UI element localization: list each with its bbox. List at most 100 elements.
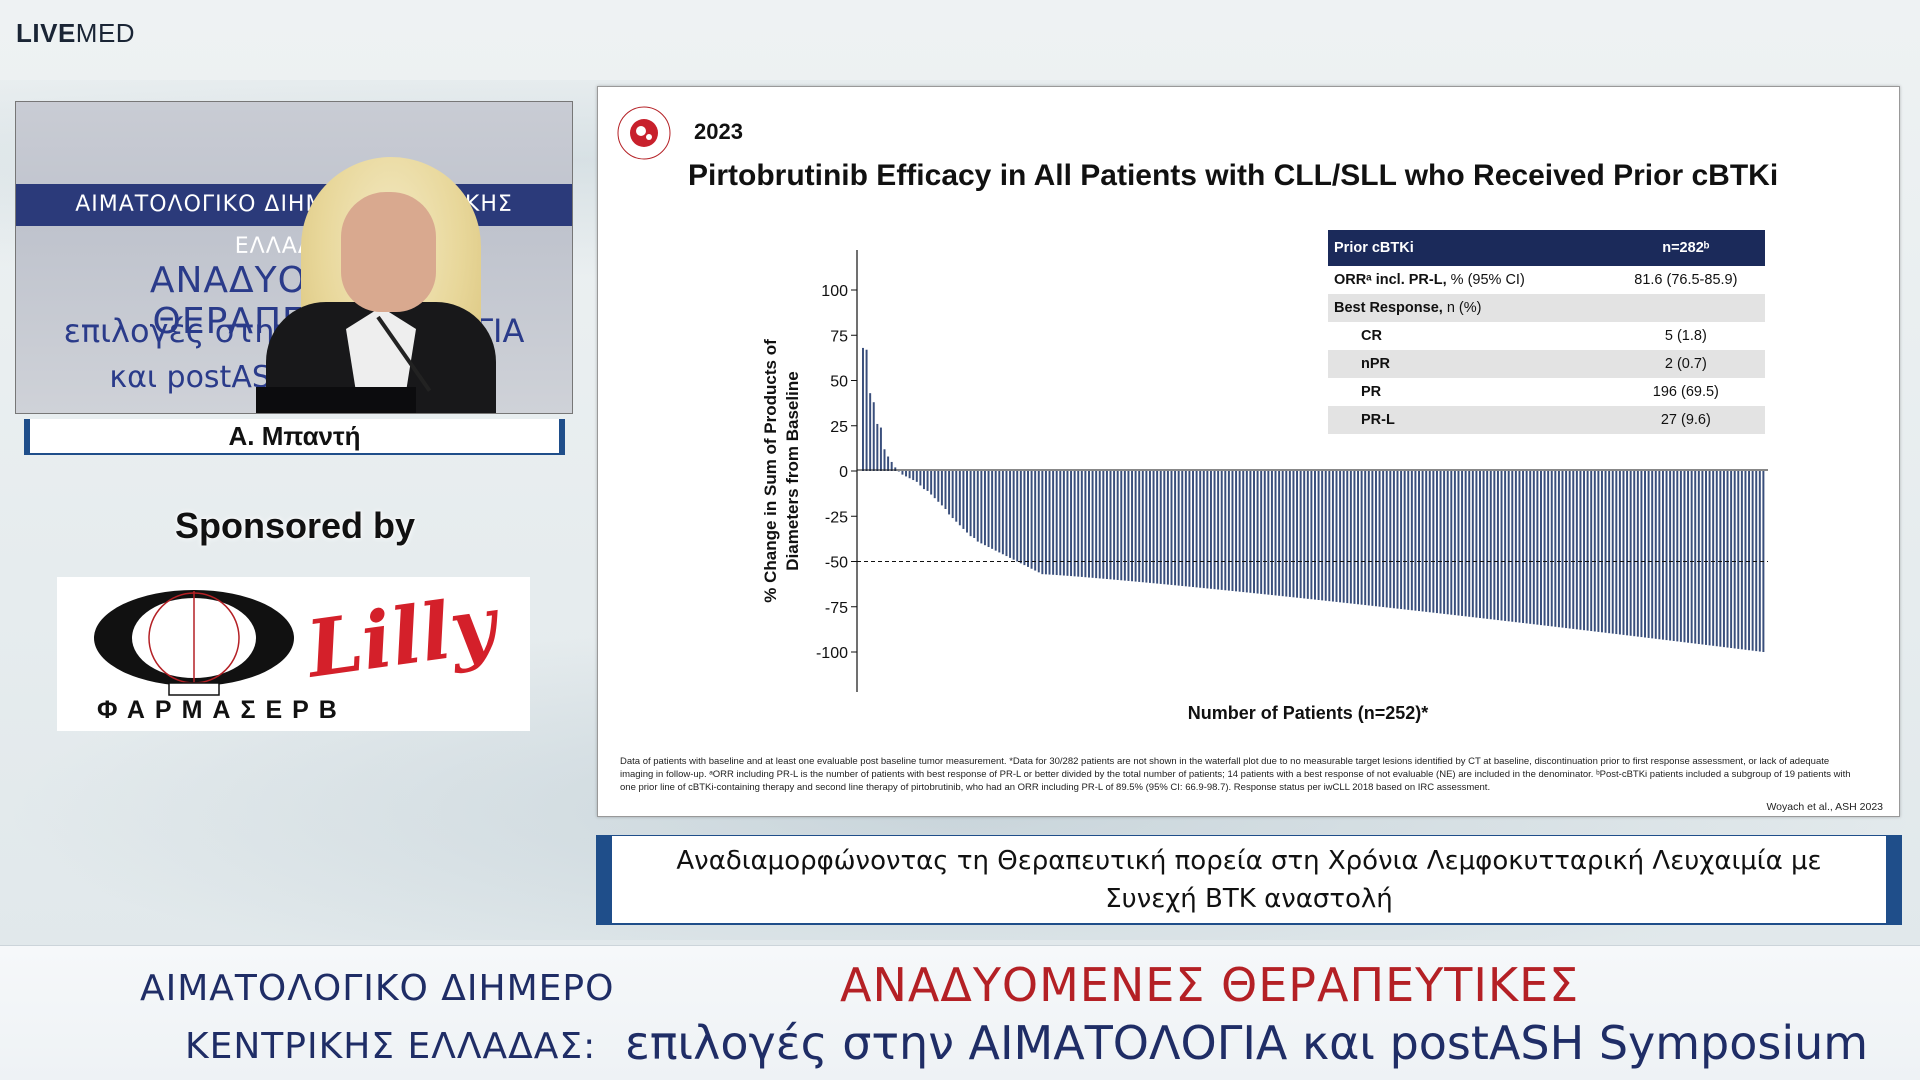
waterfall-bar: [1159, 471, 1162, 584]
waterfall-bar: [1421, 471, 1424, 612]
waterfall-bar: [1245, 471, 1248, 593]
waterfall-bar: [1561, 471, 1564, 628]
waterfall-bar: [915, 471, 918, 482]
event-title-line1: ΑΙΜΑΤΟΛΟΓΙΚΟ ΔΙΗΜΕΡΟ: [140, 968, 615, 1009]
waterfall-bar: [1328, 471, 1331, 602]
waterfall-bar: [1037, 471, 1040, 573]
waterfall-bar: [980, 471, 983, 544]
waterfall-bar: [937, 471, 940, 502]
waterfall-bar: [1654, 471, 1657, 639]
waterfall-bar: [1102, 471, 1105, 579]
caption-line1: Αναδιαμορφώνοντας τη Θεραπευτική πορεία …: [676, 846, 1822, 876]
waterfall-bar: [1443, 471, 1446, 614]
waterfall-bar: [976, 471, 979, 542]
waterfall-bar: [1554, 471, 1557, 627]
waterfall-bar: [908, 471, 911, 479]
waterfall-bar: [1206, 471, 1209, 589]
waterfall-bar: [1396, 471, 1399, 609]
waterfall-bar: [1374, 471, 1377, 607]
waterfall-bar: [1152, 471, 1155, 584]
waterfall-bar: [1066, 471, 1069, 576]
waterfall-bar: [1651, 471, 1654, 639]
waterfall-bar: [1156, 471, 1159, 584]
waterfall-bar: [1748, 471, 1751, 651]
orr-unit: % (95% CI): [1450, 272, 1525, 288]
y-tick-label: 0: [839, 464, 848, 481]
waterfall-bar: [1529, 471, 1532, 624]
waterfall-bar: [1113, 471, 1116, 580]
slide-footnote: Data of patients with baseline and at le…: [620, 756, 1851, 793]
waterfall-bar: [1737, 471, 1740, 649]
waterfall-bar: [1403, 471, 1406, 610]
caption-line2: Συνεχή ΒΤΚ αναστολή: [1105, 884, 1393, 914]
waterfall-bar: [983, 471, 986, 546]
waterfall-bar: [1676, 471, 1679, 642]
waterfall-bar: [1274, 471, 1277, 596]
waterfall-bar: [1213, 471, 1216, 590]
waterfall-bar: [1044, 471, 1047, 575]
waterfall-bar: [1041, 471, 1044, 575]
waterfall-bar: [1658, 471, 1661, 640]
waterfall-bar: [1177, 471, 1180, 586]
waterfall-bar: [951, 471, 954, 519]
waterfall-bar: [1414, 471, 1417, 611]
waterfall-bar: [1116, 471, 1119, 580]
waterfall-bar: [1540, 471, 1542, 626]
waterfall-bar: [1640, 471, 1643, 638]
speaker-name: Α. Μπαντή: [24, 419, 565, 455]
waterfall-bar: [1052, 471, 1055, 575]
waterfall-bar: [1202, 471, 1205, 589]
waterfall-bar: [1166, 471, 1169, 585]
waterfall-bar: [1629, 471, 1632, 636]
waterfall-bar: [1023, 471, 1026, 566]
waterfall-bar: [1059, 471, 1062, 576]
waterfall-bar: [1532, 471, 1535, 625]
waterfall-bar: [1575, 471, 1578, 630]
waterfall-bar: [1260, 471, 1263, 594]
waterfall-bar: [1751, 471, 1754, 651]
waterfall-bar: [1367, 471, 1370, 606]
waterfall-bar: [1500, 471, 1503, 621]
waterfall-bar: [969, 471, 972, 537]
waterfall-bar: [879, 427, 882, 471]
waterfall-bar: [1597, 471, 1600, 632]
waterfall-bar: [1457, 471, 1460, 616]
waterfall-bar: [987, 471, 990, 548]
waterfall-bar: [1536, 471, 1539, 625]
waterfall-bar: [1486, 471, 1489, 619]
ash-society-logo-icon: [617, 106, 671, 160]
y-tick-label: -75: [825, 600, 848, 617]
waterfall-bar: [901, 471, 904, 475]
presentation-slide: 2023 Pirtobrutinib Efficacy in All Patie…: [597, 86, 1900, 817]
event-subtitle-line2: επιλογές στην ΑΙΜΑΤΟΛΟΓΙΑ και postASH Sy…: [625, 1016, 1869, 1070]
waterfall-bar: [1310, 471, 1313, 600]
waterfall-bar: [1493, 471, 1496, 620]
waterfall-bar: [1048, 471, 1051, 575]
waterfall-bar: [1127, 471, 1130, 581]
waterfall-bar: [1296, 471, 1299, 598]
waterfall-bar: [1220, 471, 1223, 590]
waterfall-bar: [1001, 471, 1004, 555]
waterfall-bar: [862, 347, 864, 471]
waterfall-bar: [998, 471, 1001, 553]
waterfall-bar: [926, 471, 929, 491]
waterfall-bar: [1701, 471, 1704, 645]
waterfall-bar: [1611, 471, 1614, 634]
waterfall-bar: [1385, 471, 1388, 608]
waterfall-bar: [1547, 471, 1550, 626]
waterfall-bar: [1105, 471, 1108, 580]
waterfall-bar: [1418, 471, 1420, 612]
waterfall-bar: [894, 467, 897, 471]
waterfall-bar: [1557, 471, 1560, 628]
y-tick-label: -50: [825, 555, 848, 572]
waterfall-bar: [1364, 471, 1367, 606]
table-row-label: PR: [1328, 378, 1607, 406]
waterfall-bar: [1744, 471, 1747, 650]
waterfall-bar: [1357, 471, 1360, 605]
waterfall-bar: [1694, 471, 1697, 644]
waterfall-bar: [1697, 471, 1700, 645]
y-tick-label: 50: [830, 374, 848, 391]
waterfall-bar: [966, 471, 968, 533]
waterfall-bar: [1514, 471, 1517, 623]
event-title-line2: ΚΕΝΤΡΙΚΗΣ ΕΛΛΑΔΑΣ:: [185, 1026, 597, 1067]
